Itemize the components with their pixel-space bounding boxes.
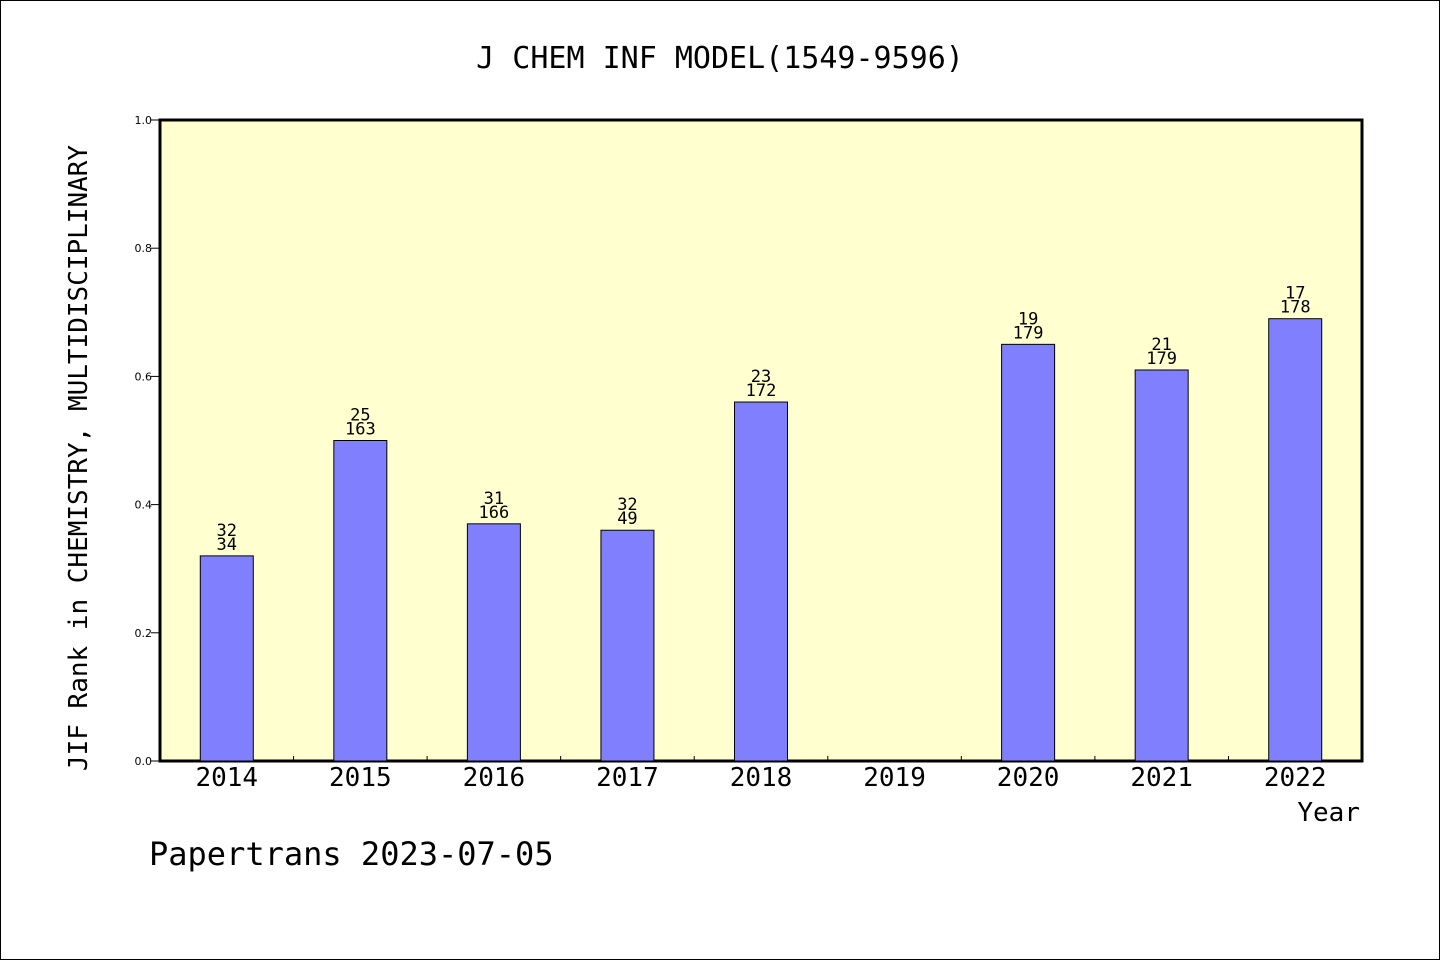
x-tick-label: 2020 (997, 763, 1060, 793)
y-axis: 0.0 0.2 0.4 0.6 0.8 1.0 (135, 114, 160, 768)
bar-label-total: 172 (746, 381, 777, 401)
bars-group (199, 318, 1323, 762)
bar (1268, 318, 1323, 762)
y-tick-label: 0.2 (135, 627, 153, 640)
bar-label-rank: 23 (751, 367, 771, 387)
bar-label-total: 163 (345, 420, 376, 440)
bar-label-total: 179 (1146, 349, 1177, 369)
bar (600, 529, 655, 762)
bar-label-rank: 21 (1151, 335, 1171, 355)
bar-label-rank: 25 (350, 406, 370, 426)
y-tick-label: 0.4 (135, 499, 153, 512)
bar-label-total: 178 (1280, 298, 1311, 318)
bar (466, 523, 521, 762)
bar (1001, 343, 1056, 762)
x-tick-label: 2014 (195, 763, 258, 793)
bar (734, 401, 788, 762)
x-tick-label: 2021 (1130, 763, 1193, 793)
x-tick-label: 2015 (329, 763, 392, 793)
y-tick-label: 1.0 (135, 114, 153, 127)
y-axis-label: JIF Rank in CHEMISTRY, MULTIDISCIPLINARY (64, 145, 94, 771)
bar (1134, 369, 1189, 762)
footer-text: Papertrans 2023-07-05 (149, 835, 554, 873)
x-tick-label: 2018 (730, 763, 793, 793)
x-tick-label: 2019 (863, 763, 926, 793)
x-tick-label: 2022 (1264, 763, 1327, 793)
bar (199, 555, 254, 762)
bar-label-rank: 32 (617, 495, 637, 515)
bar-label-total: 49 (617, 509, 637, 529)
bar-label-rank: 17 (1285, 284, 1305, 304)
bar-label-total: 179 (1013, 323, 1044, 343)
y-tick-label: 0.0 (135, 755, 153, 768)
bar-label-rank: 32 (217, 521, 237, 541)
chart-title: J CHEM INF MODEL(1549-9596) (476, 41, 964, 76)
x-axis: 2014 2015 2016 2017 2018 2019 2020 2021 2022 (195, 756, 1327, 793)
x-tick-label: 2016 (463, 763, 526, 793)
bar-label-total: 166 (479, 503, 510, 523)
x-axis-label: Year (1297, 798, 1360, 828)
bar (333, 440, 388, 762)
x-tick-label: 2017 (596, 763, 659, 793)
bar-label-total: 34 (217, 535, 237, 555)
bar-label-rank: 31 (484, 489, 504, 509)
y-tick-label: 0.8 (135, 242, 153, 255)
y-tick-label: 0.6 (135, 370, 153, 383)
bar-label-rank: 19 (1018, 309, 1038, 329)
